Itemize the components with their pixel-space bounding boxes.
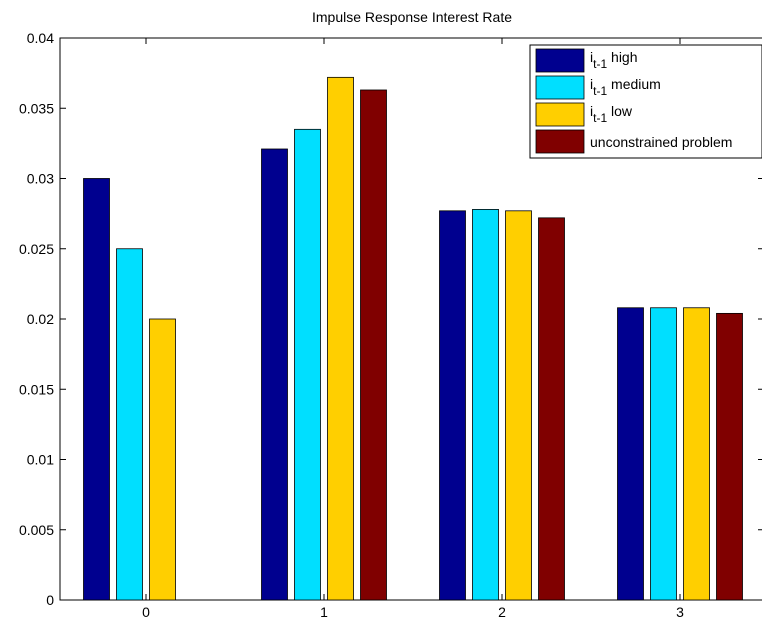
x-tick-label: 1 [320, 604, 328, 619]
y-tick-label: 0.04 [27, 30, 54, 46]
legend-swatch [535, 102, 585, 127]
legend-swatch [535, 129, 585, 154]
x-tick-label: 3 [676, 604, 684, 619]
legend-swatch [535, 48, 585, 73]
y-tick-label: 0 [46, 592, 54, 608]
bar [505, 210, 532, 601]
bar [617, 307, 644, 601]
legend-label: it-1 high [590, 49, 638, 71]
bar [650, 307, 677, 601]
y-tick-label: 0.02 [27, 311, 54, 327]
y-tick-label: 0.01 [27, 452, 54, 468]
y-tick-label: 0.03 [27, 171, 54, 187]
y-tick-label: 0.005 [19, 522, 54, 538]
bar [360, 89, 387, 601]
y-tick-label: 0.025 [19, 241, 54, 257]
bar [683, 307, 710, 601]
y-tick-label: 0.035 [19, 100, 54, 116]
bar [149, 318, 176, 601]
legend-swatch [535, 75, 585, 100]
bar [261, 148, 288, 601]
bar [83, 178, 110, 601]
legend-label: it-1 medium [590, 76, 661, 98]
x-tick-label: 2 [498, 604, 506, 619]
x-tick-label: 0 [142, 604, 150, 619]
bar [716, 312, 743, 601]
y-tick-label: 0.015 [19, 381, 54, 397]
bar [116, 248, 143, 601]
bar [472, 209, 499, 601]
bar [538, 217, 565, 601]
bar [294, 128, 321, 601]
legend-label: unconstrained problem [590, 134, 732, 150]
legend-label: it-1 low [590, 103, 633, 125]
bar [439, 210, 466, 601]
chart-title: Impulse Response Interest Rate [312, 9, 512, 25]
bar [327, 76, 354, 601]
